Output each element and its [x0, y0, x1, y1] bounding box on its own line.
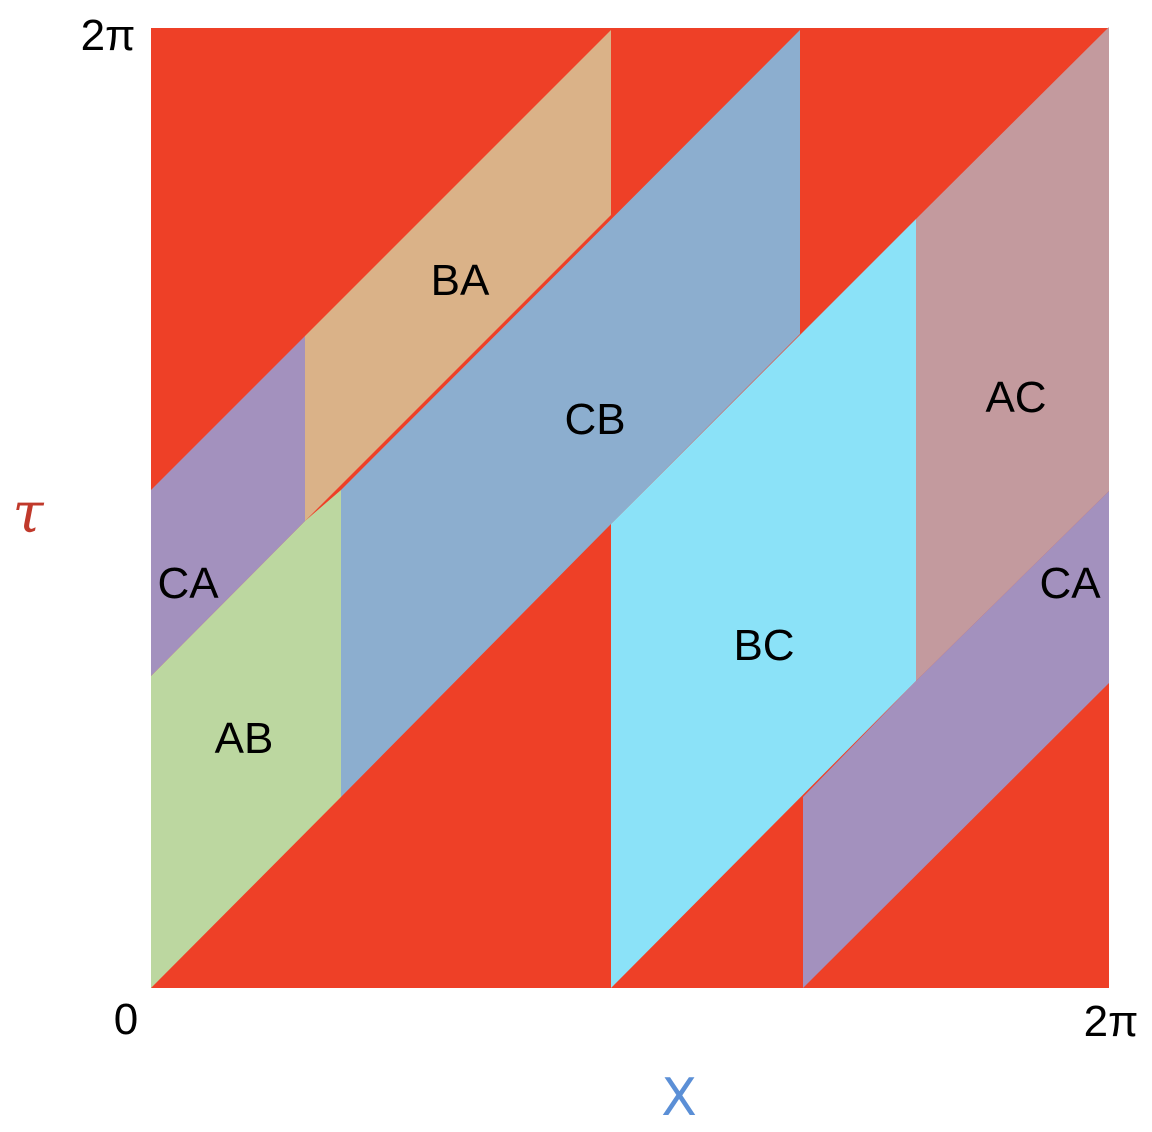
region-bc	[611, 219, 916, 988]
region-ba	[305, 30, 611, 521]
y-axis-label: τ	[13, 481, 45, 546]
region-label-bc: BC	[733, 621, 794, 670]
region-label-ca-right: CA	[1039, 559, 1101, 608]
region-ab	[151, 490, 341, 988]
x-axis-label: X	[661, 1068, 697, 1128]
region-label-cb: CB	[564, 395, 625, 444]
region-ca-left	[151, 336, 305, 676]
region-cb	[341, 30, 800, 797]
x-tick-zero: 0	[114, 995, 138, 1044]
region-ac	[916, 27, 1109, 681]
y-tick-max: 2π	[81, 11, 136, 60]
x-tick-max: 2π	[1084, 997, 1139, 1046]
region-label-ca-left: CA	[157, 559, 219, 608]
region-ca-right	[803, 491, 1109, 988]
region-label-ac: AC	[985, 373, 1046, 422]
region-label-ba: BA	[431, 256, 490, 305]
region-label-ab: AB	[215, 714, 274, 763]
